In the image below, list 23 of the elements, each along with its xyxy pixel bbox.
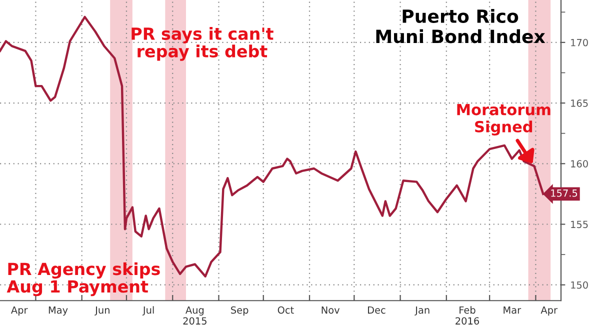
x-tick-label: May	[48, 306, 68, 316]
x-tick-label: Jan	[414, 306, 430, 316]
x-tick-label: Jun	[94, 306, 110, 316]
x-tick-label: Mar	[504, 306, 522, 314]
x-tick-label: Aug 2015	[183, 306, 206, 325]
y-tick-label: 150	[571, 281, 588, 289]
x-tick-label: Feb 2016	[456, 306, 480, 325]
x-tick-label: Nov	[322, 306, 340, 314]
x-tick-label: Apr	[11, 306, 28, 316]
text: Puerto Rico Muni Bond Index	[376, 9, 546, 44]
x-tick-label: Sep	[231, 306, 248, 316]
x-tick-label: Jul	[142, 306, 154, 316]
y-tick-label: 155	[571, 220, 588, 228]
y-tick-label: 165	[571, 100, 588, 107]
data-label: 157.5	[551, 190, 578, 197]
x-tick-label: Oct	[278, 306, 294, 314]
annotation: Moratorum Signed	[457, 104, 550, 136]
annotation: PR Agency skips Aug 1 Payment	[6, 262, 160, 296]
annotation: PR says it can't repay its debt	[132, 27, 274, 61]
x-tick-label: Dec	[368, 306, 386, 314]
x-tick-label: Apr	[540, 306, 558, 316]
y-tick-label: 170	[571, 38, 588, 46]
y-tick-label: 160	[571, 160, 588, 168]
